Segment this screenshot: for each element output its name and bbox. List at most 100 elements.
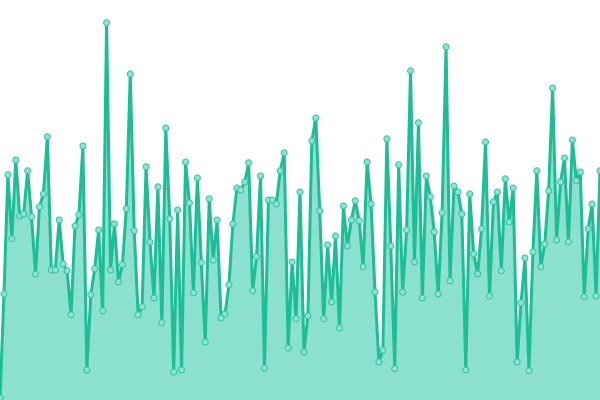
data-point-102 xyxy=(399,288,407,296)
data-point-23 xyxy=(87,291,95,299)
data-point-79 xyxy=(308,137,316,145)
data-point-22 xyxy=(83,366,91,374)
data-point-58 xyxy=(225,281,233,289)
data-point-28 xyxy=(107,266,115,274)
data-point-32 xyxy=(122,205,130,213)
data-point-46 xyxy=(178,366,186,374)
data-point-31 xyxy=(118,261,126,269)
data-point-124 xyxy=(485,292,493,300)
data-point-65 xyxy=(253,253,261,261)
data-point-91 xyxy=(355,217,363,225)
data-point-114 xyxy=(446,277,454,285)
data-point-18 xyxy=(67,311,75,319)
data-point-44 xyxy=(170,368,178,376)
data-point-133 xyxy=(521,254,529,262)
data-point-1 xyxy=(0,290,8,298)
data-point-15 xyxy=(55,216,63,224)
data-point-16 xyxy=(59,260,67,268)
data-point-128 xyxy=(501,175,509,183)
data-point-140 xyxy=(549,84,557,92)
data-point-96 xyxy=(375,358,383,366)
data-point-138 xyxy=(541,240,549,248)
data-point-92 xyxy=(359,263,367,271)
data-point-106 xyxy=(414,119,422,127)
data-point-57 xyxy=(221,310,229,318)
data-point-148 xyxy=(580,293,588,301)
data-point-67 xyxy=(260,364,268,372)
data-point-72 xyxy=(280,149,288,157)
data-point-146 xyxy=(572,177,580,185)
data-point-141 xyxy=(553,236,561,244)
data-point-10 xyxy=(35,203,43,211)
data-point-101 xyxy=(395,161,403,169)
data-point-66 xyxy=(257,172,265,180)
data-point-99 xyxy=(387,242,395,250)
data-point-118 xyxy=(462,366,470,374)
data-point-81 xyxy=(316,207,324,215)
data-point-95 xyxy=(371,288,379,296)
data-point-73 xyxy=(284,344,292,352)
data-point-19 xyxy=(71,222,79,230)
data-point-104 xyxy=(407,67,415,75)
data-point-85 xyxy=(332,232,340,240)
data-point-83 xyxy=(324,241,332,249)
data-point-47 xyxy=(182,158,190,166)
data-point-150 xyxy=(588,200,596,208)
data-point-61 xyxy=(237,186,245,194)
data-point-11 xyxy=(39,190,47,198)
data-point-37 xyxy=(142,163,150,171)
data-point-29 xyxy=(110,220,118,228)
data-points xyxy=(0,19,600,400)
data-point-76 xyxy=(296,188,304,196)
data-point-84 xyxy=(328,298,336,306)
data-point-64 xyxy=(249,287,257,295)
data-point-134 xyxy=(525,367,533,375)
data-point-50 xyxy=(193,174,201,182)
data-point-130 xyxy=(509,184,517,192)
data-point-21 xyxy=(79,142,87,150)
data-point-71 xyxy=(276,167,284,175)
data-point-49 xyxy=(189,289,197,297)
data-point-70 xyxy=(272,200,280,208)
data-point-126 xyxy=(493,188,501,196)
data-point-53 xyxy=(205,195,213,203)
data-point-93 xyxy=(363,158,371,166)
data-point-107 xyxy=(418,294,426,302)
data-point-88 xyxy=(343,242,351,250)
data-point-111 xyxy=(434,290,442,298)
data-point-75 xyxy=(292,315,300,323)
data-point-54 xyxy=(209,256,217,264)
data-point-74 xyxy=(288,258,296,266)
data-point-105 xyxy=(410,258,418,266)
data-point-78 xyxy=(304,312,312,320)
data-point-89 xyxy=(347,216,355,224)
data-point-132 xyxy=(517,299,525,307)
data-point-27 xyxy=(103,19,111,27)
data-point-40 xyxy=(154,183,162,191)
data-point-8 xyxy=(28,213,36,221)
data-point-42 xyxy=(162,124,170,132)
data-point-98 xyxy=(383,135,391,143)
data-point-51 xyxy=(197,259,205,267)
data-point-26 xyxy=(99,307,107,315)
data-point-0 xyxy=(0,394,4,400)
data-point-125 xyxy=(489,198,497,206)
data-point-149 xyxy=(584,225,592,233)
data-point-35 xyxy=(134,311,142,319)
data-point-135 xyxy=(529,248,537,256)
data-point-43 xyxy=(166,215,174,223)
data-point-62 xyxy=(241,178,249,186)
data-point-87 xyxy=(339,202,347,210)
data-point-103 xyxy=(403,226,411,234)
data-point-12 xyxy=(43,133,51,141)
data-point-121 xyxy=(474,270,482,278)
data-point-52 xyxy=(201,338,209,346)
data-point-110 xyxy=(430,228,438,236)
data-point-109 xyxy=(426,193,434,201)
data-point-152 xyxy=(596,167,600,175)
data-point-117 xyxy=(458,210,466,218)
data-point-139 xyxy=(545,187,553,195)
data-point-86 xyxy=(335,324,343,332)
data-point-137 xyxy=(537,263,545,271)
